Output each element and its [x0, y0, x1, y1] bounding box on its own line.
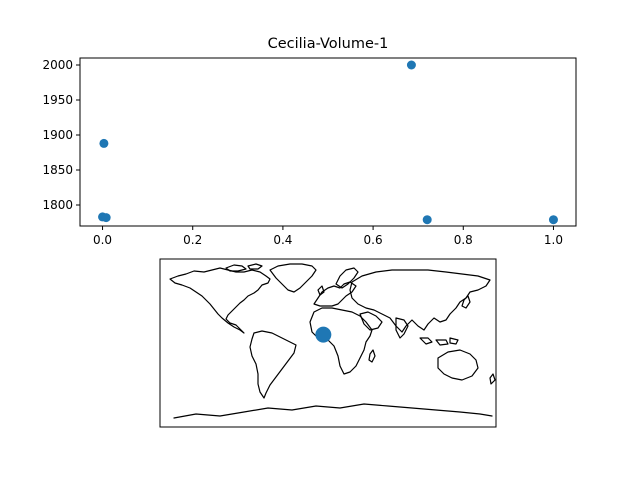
scatter-point: [548, 215, 558, 225]
coastline-greenland: [269, 263, 317, 293]
x-tick-label: 0.8: [454, 233, 473, 247]
scatter-point: [99, 138, 109, 148]
x-tick-label: 0.4: [273, 233, 292, 247]
y-tick-label: 1800: [42, 198, 73, 212]
x-tick-label: 1.0: [544, 233, 563, 247]
coastline-north-america: [169, 267, 271, 334]
coastline-south-america: [249, 330, 297, 399]
y-tick-label: 1950: [42, 93, 73, 107]
map-data-point: [315, 326, 332, 343]
map-frame: [159, 258, 497, 428]
world-map: [159, 258, 497, 428]
coastline-europe: [313, 281, 357, 307]
x-tick-label: 0.2: [183, 233, 202, 247]
coastline-australia: [437, 349, 479, 381]
scatter-point: [422, 215, 432, 225]
coastlines: [169, 263, 496, 419]
coastline-arctic-islands: [225, 264, 247, 272]
y-axis-ticks: 1800 1850 1900 1950 2000: [42, 58, 80, 212]
chart-title: Cecilia-Volume-1: [268, 36, 389, 52]
y-tick-label: 2000: [42, 58, 73, 72]
coastline-scandinavia: [335, 267, 359, 289]
coastline-indonesia: [419, 337, 459, 346]
plot-frame: [79, 57, 577, 227]
x-axis-ticks: 0.0 0.2 0.4 0.6 0.8 1.0: [93, 226, 563, 247]
coastline-antarctica: [173, 403, 493, 419]
scatter-point: [406, 60, 416, 70]
coastline-india: [395, 317, 409, 339]
coastline-british-isles: [317, 285, 325, 296]
y-tick-label: 1850: [42, 163, 73, 177]
x-tick-label: 0.0: [93, 233, 112, 247]
x-tick-label: 0.6: [364, 233, 383, 247]
coastline-arabia: [359, 311, 383, 331]
coastline-japan: [461, 295, 471, 309]
coastline-arctic-islands-2: [247, 263, 263, 270]
coastline-asia: [349, 269, 491, 333]
scatter-axes: 0.0 0.2 0.4 0.6 0.8 1.0 1800 1850 1900 1950 2000: [42, 57, 577, 247]
y-tick-label: 1900: [42, 128, 73, 142]
coastline-madagascar: [368, 349, 376, 363]
scatter-point: [101, 213, 111, 223]
coastline-new-zealand: [489, 373, 496, 385]
scatter-points: [98, 60, 558, 225]
